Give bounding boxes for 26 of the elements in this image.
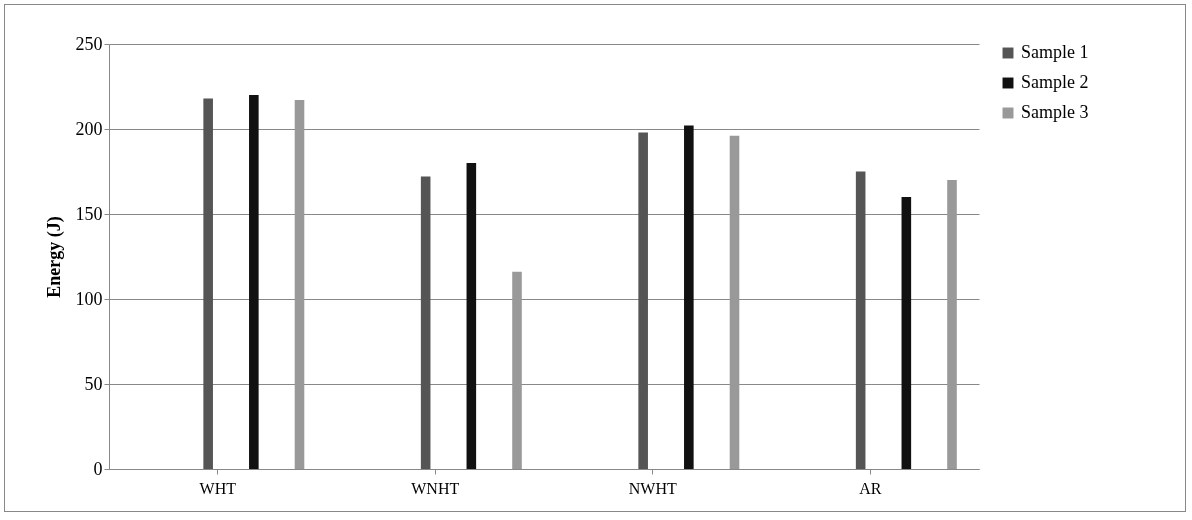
bar — [512, 271, 522, 469]
legend-label: Sample 3 — [1021, 102, 1089, 122]
bar — [466, 163, 477, 469]
bar — [855, 171, 866, 469]
x-tick-label: AR — [859, 479, 882, 497]
legend-label: Sample 2 — [1021, 72, 1089, 92]
y-tick-label: 200 — [75, 118, 103, 139]
y-tick-label: 150 — [75, 203, 103, 224]
bar — [901, 197, 912, 469]
y-axis-title: Energy (J) — [43, 216, 65, 298]
bar — [684, 125, 694, 469]
bar — [203, 98, 213, 469]
bar — [294, 100, 305, 469]
bar — [947, 180, 957, 469]
x-tick-label: WNHT — [411, 479, 460, 497]
x-tick-label: NWHT — [628, 479, 677, 497]
bar — [638, 132, 648, 469]
y-tick-label: 100 — [75, 288, 103, 309]
bar — [420, 176, 431, 469]
y-tick-label: 0 — [93, 458, 103, 479]
y-tick-label: 250 — [75, 33, 103, 54]
bar — [729, 135, 740, 469]
y-tick-label: 50 — [84, 373, 103, 394]
x-tick-label: WHT — [199, 479, 237, 497]
legend-label: Sample 1 — [1021, 42, 1089, 62]
bar — [249, 95, 259, 469]
